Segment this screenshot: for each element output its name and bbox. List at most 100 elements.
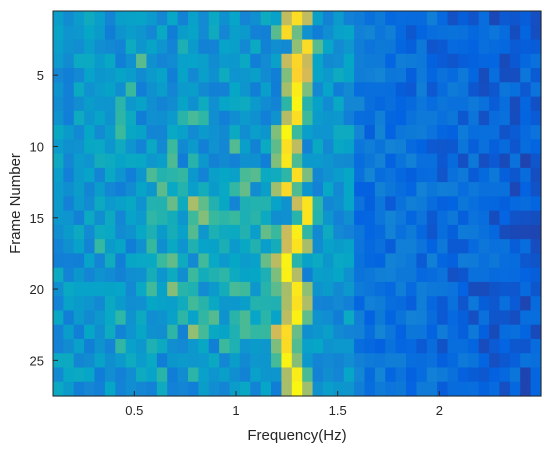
heatmap-cell	[187, 324, 199, 340]
heatmap-cell	[125, 11, 137, 26]
heatmap-cell	[219, 182, 231, 197]
heatmap-cell	[219, 68, 231, 83]
heatmap-cell	[281, 381, 293, 397]
heatmap-cell	[177, 224, 189, 240]
heatmap-cell	[177, 39, 189, 55]
heatmap-cell	[364, 139, 376, 155]
heatmap-cell	[322, 68, 334, 83]
heatmap-cell	[509, 196, 521, 212]
heatmap-cell	[322, 25, 334, 41]
heatmap-cell	[489, 53, 501, 69]
heatmap-cell	[271, 224, 283, 240]
heatmap-cell	[406, 53, 417, 69]
heatmap-cell	[530, 324, 542, 340]
heatmap-cell	[322, 253, 334, 269]
heatmap-cell	[354, 224, 366, 240]
heatmap-cell	[499, 196, 511, 212]
heatmap-cell	[374, 182, 386, 197]
heatmap-cell	[499, 253, 511, 269]
heatmap-cell	[426, 353, 438, 369]
heatmap-cell	[281, 367, 293, 383]
heatmap-cell	[208, 196, 220, 212]
heatmap-cell	[94, 182, 106, 197]
heatmap-cell	[115, 39, 127, 55]
heatmap-cell	[302, 96, 314, 112]
heatmap-cell	[156, 68, 168, 83]
heatmap-cell	[177, 167, 189, 183]
heatmap-cell	[208, 281, 220, 297]
heatmap-cell	[509, 353, 521, 369]
heatmap-cell	[406, 25, 417, 41]
heatmap-cell	[167, 324, 179, 340]
heatmap-cell	[63, 39, 75, 55]
heatmap-cell	[187, 353, 199, 369]
heatmap-cell	[250, 210, 262, 226]
heatmap-cell	[53, 82, 64, 98]
heatmap-cell	[478, 253, 490, 269]
heatmap-cell	[250, 253, 262, 269]
heatmap-cell	[364, 11, 376, 26]
heatmap-cell	[229, 182, 241, 197]
heatmap-cell	[354, 253, 366, 269]
heatmap-cell	[520, 324, 532, 340]
heatmap-cell	[478, 25, 490, 41]
heatmap-cell	[177, 324, 189, 340]
heatmap-cell	[219, 310, 231, 326]
heatmap-cell	[115, 381, 127, 397]
heatmap-cell	[447, 338, 459, 354]
heatmap-cell	[468, 68, 480, 83]
heatmap-cell	[281, 338, 293, 354]
heatmap-cell	[426, 196, 438, 212]
heatmap-cell	[136, 167, 148, 183]
heatmap-cell	[509, 139, 521, 155]
heatmap-cell	[489, 381, 501, 397]
heatmap-cell	[426, 96, 438, 112]
heatmap-cell	[447, 267, 459, 283]
heatmap-cell	[509, 239, 521, 255]
heatmap-cell	[239, 296, 251, 312]
heatmap-cell	[291, 381, 303, 397]
heatmap-cell	[406, 281, 417, 297]
heatmap-cell	[115, 139, 127, 155]
heatmap-cell	[291, 39, 303, 55]
heatmap-cell	[84, 210, 96, 226]
heatmap-cell	[104, 139, 116, 155]
heatmap-cell	[187, 381, 199, 397]
heatmap-cell	[281, 210, 293, 226]
heatmap-cell	[437, 139, 449, 155]
heatmap-cell	[271, 125, 283, 140]
heatmap-cell	[406, 381, 417, 397]
heatmap-cell	[115, 324, 127, 340]
heatmap-cell	[478, 153, 490, 169]
heatmap-cell	[322, 139, 334, 155]
heatmap-cell	[322, 224, 334, 240]
heatmap-cell	[364, 353, 376, 369]
heatmap-cell	[364, 381, 376, 397]
heatmap-cell	[73, 68, 85, 83]
heatmap-cell	[271, 296, 283, 312]
heatmap-cell	[250, 153, 262, 169]
heatmap-cell	[333, 167, 345, 183]
heatmap-cell	[478, 182, 490, 197]
heatmap-cell	[406, 139, 417, 155]
heatmap-cell	[312, 110, 324, 126]
heatmap-cell	[281, 167, 293, 183]
heatmap-cell	[333, 182, 345, 197]
heatmap-cell	[104, 96, 116, 112]
heatmap-cell	[73, 82, 85, 98]
heatmap-cell	[239, 39, 251, 55]
heatmap-cell	[167, 182, 179, 197]
heatmap-cell	[478, 39, 490, 55]
heatmap-cell	[406, 110, 417, 126]
heatmap-cell	[104, 167, 116, 183]
heatmap-cell	[250, 367, 262, 383]
heatmap-cell	[374, 310, 386, 326]
heatmap-cell	[354, 39, 366, 55]
heatmap-cell	[343, 353, 355, 369]
heatmap-cell	[229, 11, 241, 26]
heatmap-cell	[447, 25, 459, 41]
heatmap-cell	[219, 281, 231, 297]
y-axis: 5 10 15 20 25	[30, 68, 58, 368]
heatmap-cell	[187, 139, 199, 155]
heatmap-cell	[260, 353, 272, 369]
